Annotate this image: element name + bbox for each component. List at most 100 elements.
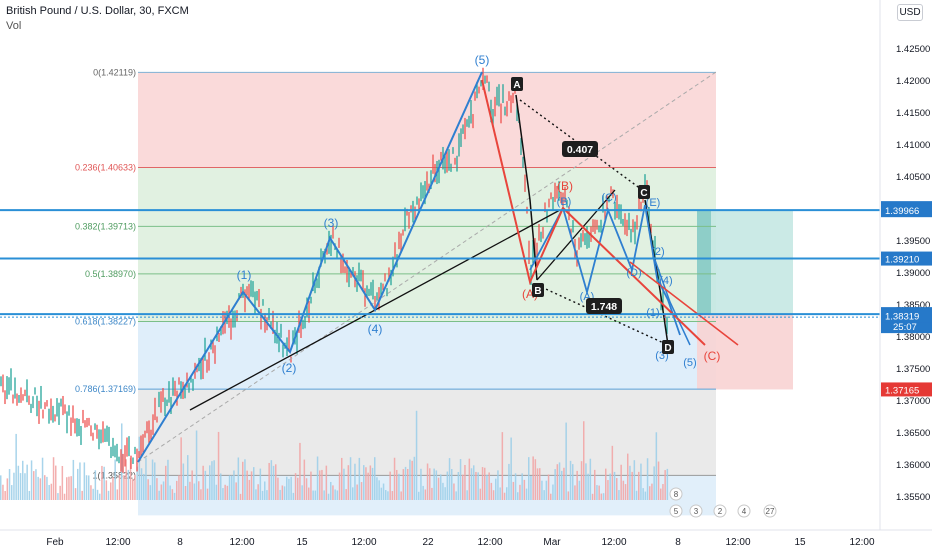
volume-bar — [367, 472, 369, 500]
volume-bar — [224, 484, 226, 500]
volume-bar — [635, 490, 638, 500]
volume-bar — [327, 493, 330, 500]
price-tick-label: 1.39000 — [896, 268, 930, 279]
minor-wave-extension — [654, 259, 691, 346]
volume-bar — [589, 458, 592, 500]
volume-bar — [319, 470, 321, 500]
volume-bar — [61, 465, 64, 500]
volume-bar — [536, 468, 539, 500]
time-tick-label: 12:00 — [477, 537, 502, 548]
volume-bar — [620, 464, 622, 500]
currency-button[interactable]: USD — [897, 4, 923, 21]
volume-bar — [486, 474, 488, 500]
volume-bar — [147, 479, 149, 500]
volume-bar — [70, 476, 72, 500]
volume-bar — [246, 470, 248, 500]
volume-bar — [211, 461, 213, 500]
volume-bar — [46, 476, 48, 500]
corrective-wave-label: (C) — [704, 349, 721, 363]
volume-bar — [501, 432, 504, 500]
volume-bar — [521, 473, 523, 500]
time-tick-label: 15 — [296, 537, 308, 548]
volume-bar — [294, 473, 297, 500]
volume-bar — [110, 482, 112, 500]
volume-bar — [160, 484, 163, 500]
impulse-wave-label: (2) — [282, 361, 297, 375]
volume-bar — [145, 457, 147, 500]
volume-bar — [292, 492, 295, 500]
pattern-point-label: C — [640, 188, 647, 199]
measure-dotted-bd — [536, 284, 669, 346]
volume-legend[interactable]: Vol — [6, 20, 22, 32]
volume-bar — [541, 480, 543, 500]
volume-bar — [305, 478, 308, 500]
price-tick-label: 1.42500 — [896, 44, 930, 55]
symbol-title[interactable]: British Pound / U.S. Dollar, 30, FXCM — [6, 5, 189, 17]
measurement-box — [586, 298, 622, 314]
price-tick-label: 1.41500 — [896, 108, 930, 119]
volume-bar — [88, 475, 90, 500]
volume-bar — [323, 490, 325, 500]
volume-bar — [464, 464, 466, 500]
minor-wave-label: (D) — [626, 267, 641, 279]
volume-bar — [556, 464, 559, 500]
volume-bar — [156, 478, 158, 500]
volume-bar — [220, 473, 222, 500]
impulse-wave-label: (3) — [324, 216, 339, 230]
volume-bar — [101, 465, 103, 500]
price-tag-label: 1.39966 — [885, 206, 919, 217]
volume-bar — [600, 493, 603, 500]
pattern-point-label: D — [664, 343, 671, 354]
volume-bar — [613, 471, 616, 500]
volume-bar — [162, 481, 165, 500]
volume-bar — [528, 457, 530, 500]
volume-bar — [310, 471, 312, 500]
volume-bar — [347, 465, 350, 500]
volume-bar — [543, 490, 545, 500]
volume-bar — [596, 485, 598, 500]
volume-bar — [510, 437, 512, 500]
time-tick-label: 12:00 — [105, 537, 130, 548]
volume-bar — [409, 459, 411, 500]
volume-bar — [182, 463, 185, 500]
event-marker — [737, 504, 751, 518]
volume-bar — [426, 463, 429, 500]
volume-bar — [123, 475, 125, 500]
volume-bar — [492, 490, 495, 500]
volume-bar — [402, 469, 405, 500]
volume-bar — [316, 456, 319, 500]
volume-bar — [602, 493, 605, 500]
time-tick-label: 12:00 — [849, 537, 874, 548]
volume-bar — [228, 475, 231, 500]
volume-bar — [63, 493, 66, 500]
volume-bar — [404, 466, 407, 500]
event-marker — [763, 504, 777, 518]
volume-bar — [490, 482, 493, 500]
volume-bar — [631, 471, 633, 500]
volume-bar — [129, 457, 132, 500]
volume-bar — [420, 468, 422, 500]
volume-bar — [283, 486, 286, 500]
volume-bar — [176, 480, 178, 500]
volume-bar — [114, 459, 116, 500]
volume-bar — [503, 492, 506, 500]
volume-bar — [413, 456, 416, 500]
volume-bar — [140, 468, 143, 500]
fib-zone-0 — [138, 72, 716, 168]
volume-bar — [488, 472, 490, 500]
volume-bar — [622, 480, 625, 500]
volume-bar — [466, 490, 468, 500]
volume-bar — [552, 484, 554, 500]
volume-bar — [440, 474, 442, 500]
volume-bar — [255, 489, 257, 500]
volume-bar — [365, 467, 367, 500]
volume-bar — [563, 467, 565, 500]
impulse-wave-line — [137, 71, 483, 463]
volume-bar — [68, 476, 70, 500]
volume-bar — [206, 488, 209, 500]
minor-wave-label: (B) — [557, 196, 572, 208]
time-tick-label: 22 — [422, 537, 434, 548]
price-tag-label: 1.39210 — [885, 255, 919, 266]
